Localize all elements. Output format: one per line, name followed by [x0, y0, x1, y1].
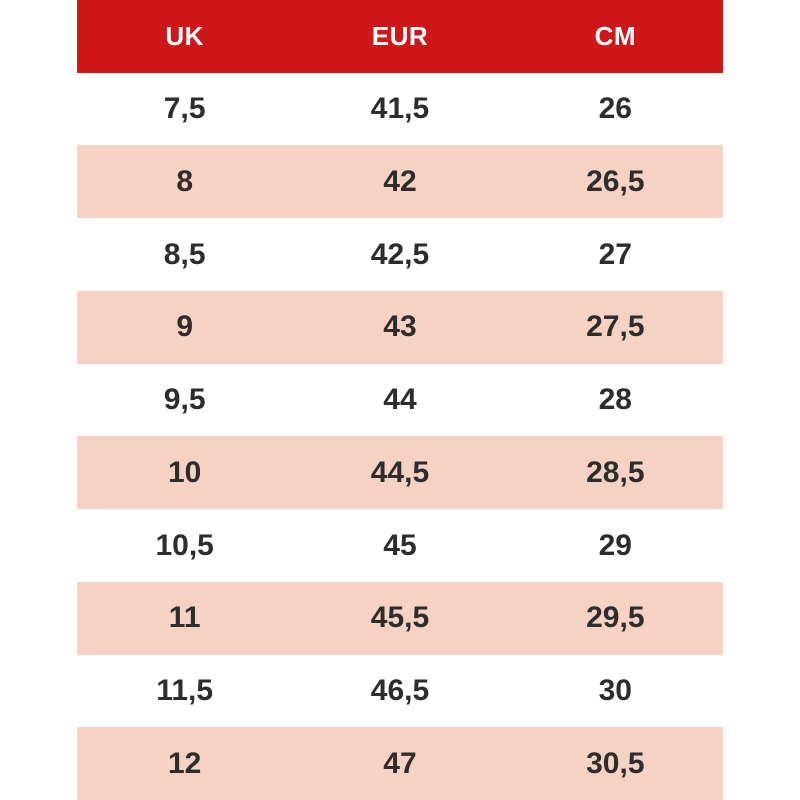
column-header-eur: EUR	[371, 21, 429, 52]
table-row: 9 43 27,5	[77, 290, 723, 364]
uk-size-value: 10,5	[155, 528, 214, 562]
table-row: 8 42 26,5	[77, 145, 723, 219]
eur-size-value: 46,5	[370, 673, 430, 707]
eur-size-value: 45	[383, 528, 417, 562]
cm-size-value: 29	[598, 528, 632, 562]
uk-size-value: 8	[176, 164, 193, 198]
eur-size-value: 43	[383, 310, 417, 344]
eur-size-value: 44,5	[370, 455, 430, 489]
table-row: 10,5 45 29	[77, 509, 723, 582]
eur-size-value: 41,5	[370, 92, 430, 126]
cm-size-value: 29,5	[586, 601, 645, 635]
cm-size-value: 30	[598, 673, 632, 707]
uk-size-value: 9,5	[163, 383, 206, 417]
uk-size-value: 12	[167, 746, 202, 780]
cm-size-value: 26,5	[586, 164, 645, 198]
cm-size-value: 27,5	[586, 310, 645, 344]
uk-size-value: 11,5	[156, 673, 214, 707]
uk-size-value: 11	[168, 601, 201, 635]
cm-size-value: 27	[598, 237, 632, 271]
cm-size-value: 26	[598, 92, 632, 126]
shoe-size-conversion-table: UK EUR CM 7,5 41,5 26 8 42 26,5 8,5 42,5…	[77, 0, 723, 800]
uk-size-value: 8,5	[163, 237, 206, 271]
eur-size-value: 44	[383, 383, 417, 417]
table-row: 11 45,5 29,5	[77, 581, 723, 655]
table-row: 7,5 41,5 26	[77, 73, 723, 146]
eur-size-value: 42	[383, 164, 417, 198]
cm-size-value: 28,5	[586, 455, 645, 489]
eur-size-value: 47	[383, 746, 417, 780]
uk-size-value: 10	[167, 455, 202, 489]
table-row: 12 47 30,5	[77, 727, 723, 800]
column-header-uk: UK	[165, 21, 204, 52]
table-row: 10 44,5 28,5	[77, 436, 723, 510]
cm-size-value: 28	[598, 383, 632, 417]
table-row: 9,5 44 28	[77, 364, 723, 437]
table-header-row: UK EUR CM	[77, 0, 723, 73]
cm-size-value: 30,5	[586, 746, 645, 780]
uk-size-value: 7,5	[163, 92, 206, 126]
column-header-cm: CM	[594, 21, 637, 52]
eur-size-value: 42,5	[370, 237, 430, 271]
eur-size-value: 45,5	[370, 601, 430, 635]
table-row: 8,5 42,5 27	[77, 218, 723, 291]
uk-size-value: 9	[176, 310, 193, 344]
table-row: 11,5 46,5 30	[77, 655, 723, 728]
